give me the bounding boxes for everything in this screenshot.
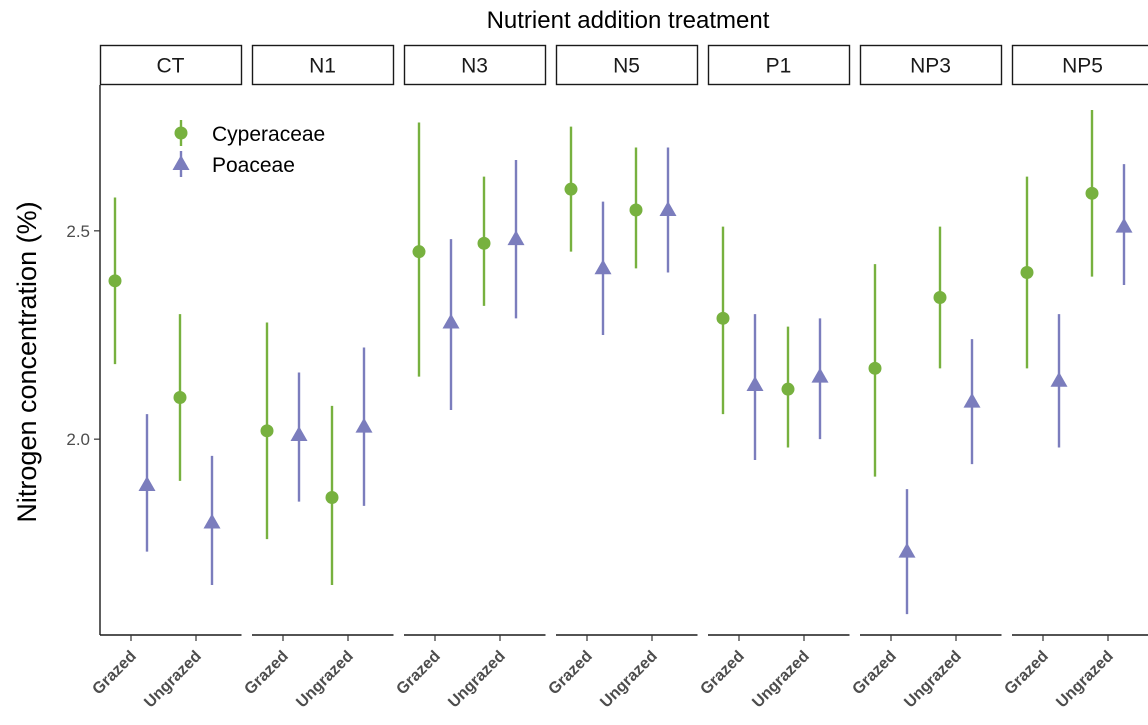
data-point	[564, 182, 578, 196]
y-axis-title: Nitrogen concentration (%)	[12, 201, 42, 522]
data-point	[477, 236, 491, 250]
data-point	[629, 203, 643, 217]
data-point	[594, 259, 612, 275]
data-point	[355, 417, 373, 433]
data-point	[325, 491, 339, 504]
x-tick-label-grazed: Grazed	[545, 648, 595, 698]
chart-title: Nutrient addition treatment	[487, 7, 770, 34]
facet-strip-n1	[251, 44, 395, 86]
data-point	[260, 424, 274, 438]
data-point	[746, 376, 764, 391]
x-tick-label-grazed: Grazed	[393, 648, 443, 698]
data-point	[716, 311, 730, 325]
legend-key-cyperaceae	[174, 126, 188, 140]
facet-label-np5: NP5	[1062, 55, 1103, 78]
data-point	[1115, 217, 1133, 233]
data-point	[138, 476, 156, 491]
data-point	[1050, 371, 1068, 387]
data-point	[659, 201, 677, 216]
x-tick-label-ungrazed: Ungrazed	[597, 648, 661, 712]
facet-strip-p1	[707, 44, 851, 86]
data-point	[442, 313, 460, 329]
data-point	[898, 542, 916, 558]
facet-label-n5: N5	[613, 55, 640, 78]
x-tick-label-ungrazed: Ungrazed	[1053, 648, 1117, 712]
data-point	[781, 382, 795, 396]
series-cyperaceae	[108, 110, 1099, 585]
data-point	[173, 391, 187, 404]
x-tick-label-ungrazed: Ungrazed	[749, 648, 813, 712]
data-point	[1020, 266, 1034, 279]
data-marks	[108, 110, 1133, 615]
facet-label-ct: CT	[157, 55, 185, 78]
x-tick-label-grazed: Grazed	[241, 648, 291, 698]
facet-strip-ct	[99, 44, 243, 86]
x-tick-label-grazed: Grazed	[849, 648, 899, 698]
facet-strip-np5	[1011, 44, 1148, 86]
x-tick-label-grazed: Grazed	[697, 648, 747, 698]
facet-strip-n3	[403, 44, 547, 86]
x-tick-label-ungrazed: Ungrazed	[293, 648, 357, 712]
data-point	[1085, 186, 1099, 200]
data-point	[507, 230, 525, 246]
facet-strip-np3	[859, 44, 1003, 86]
x-tick-label-grazed: Grazed	[89, 648, 139, 698]
data-point	[933, 291, 947, 304]
data-point	[290, 426, 308, 441]
facet-strips: CT N1 N3 N5 P1 NP3 NP5	[99, 44, 1148, 86]
data-point	[811, 367, 829, 383]
x-tick-label-ungrazed: Ungrazed	[901, 648, 965, 712]
facet-strip-n5	[555, 44, 699, 86]
data-point	[412, 245, 426, 259]
facet-label-n1: N1	[309, 55, 336, 78]
y-tick-label: 2.5	[66, 222, 90, 241]
x-tick-label-ungrazed: Ungrazed	[445, 648, 509, 712]
x-tick-label-grazed: Grazed	[1001, 648, 1051, 698]
y-tick-label: 2.0	[66, 430, 90, 449]
facet-label-np3: NP3	[910, 55, 951, 78]
facet-label-p1: P1	[766, 55, 792, 78]
data-point	[868, 361, 882, 375]
legend-label-poaceae: Poaceae	[212, 154, 295, 177]
legend-label-cyperaceae: Cyperaceae	[212, 123, 325, 146]
x-tick-label-ungrazed: Ungrazed	[141, 648, 205, 712]
axes: Grazed Ungrazed Grazed Ungrazed Grazed Ungraz…	[66, 85, 1148, 711]
data-point	[203, 513, 221, 529]
legend: Cyperaceae Poaceae	[172, 120, 325, 177]
series-poaceae	[138, 147, 1133, 615]
facet-label-n3: N3	[461, 55, 488, 78]
data-point	[963, 392, 981, 408]
data-point	[108, 274, 122, 288]
legend-key-poaceae	[172, 155, 190, 170]
